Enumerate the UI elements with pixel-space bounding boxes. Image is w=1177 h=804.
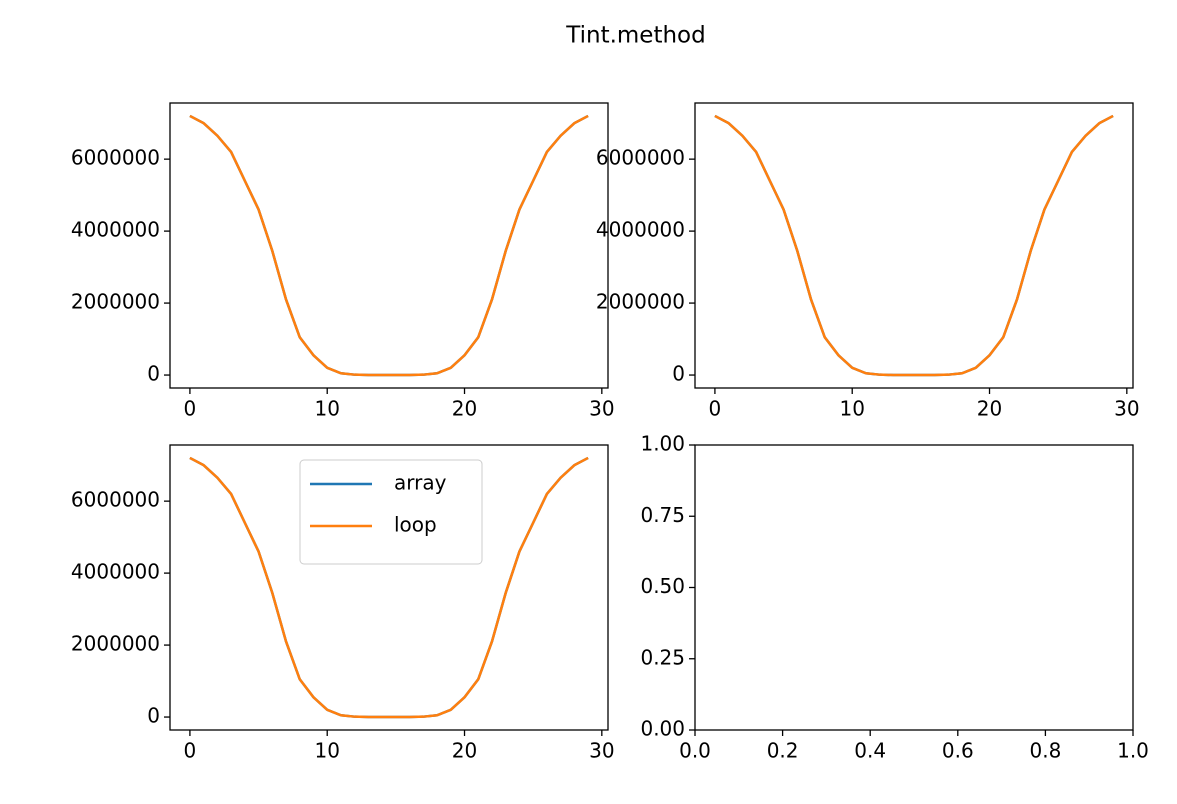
y-tick-label: 6000000	[71, 488, 160, 512]
legend-label: array	[394, 471, 447, 495]
x-tick-label: 20	[452, 397, 477, 421]
y-tick-label: 0.00	[640, 717, 685, 741]
x-tick-label: 0.0	[679, 739, 711, 763]
data-line	[189, 456, 589, 719]
x-tick-label: 0.8	[1029, 739, 1061, 763]
y-tick-label: 0	[147, 704, 160, 728]
y-tick-label: 0	[672, 362, 685, 386]
data-line	[714, 114, 1114, 377]
x-tick-label: 0.6	[942, 739, 974, 763]
x-tick-label: 10	[314, 739, 339, 763]
x-tick-label: 30	[589, 397, 614, 421]
x-tick-label: 1.0	[1117, 739, 1149, 763]
y-tick-label: 4000000	[71, 560, 160, 584]
x-tick-label: 0	[184, 397, 197, 421]
figure-title: Tint.method	[565, 23, 705, 49]
x-tick-label: 0	[184, 739, 197, 763]
x-tick-label: 30	[1114, 397, 1139, 421]
subplot: 0 10 20 30 0 2000000 4000000 6000000	[596, 102, 1140, 421]
y-tick-label: 2000000	[71, 290, 160, 314]
subplot: 0 10 20 30 0 2000000 4000000 6000000 array loop	[71, 444, 615, 763]
axes-frame	[169, 102, 609, 389]
x-tick-label: 10	[839, 397, 864, 421]
data-line	[714, 114, 1114, 377]
x-tick-label: 0.4	[854, 739, 886, 763]
y-tick-label: 2000000	[596, 290, 685, 314]
axes-frame	[169, 444, 609, 731]
data-line	[189, 114, 589, 377]
y-tick-label: 2000000	[71, 632, 160, 656]
legend-frame	[299, 459, 483, 565]
y-tick-label: 4000000	[71, 218, 160, 242]
y-tick-label: 1.00	[640, 432, 685, 456]
x-tick-label: 10	[314, 397, 339, 421]
x-tick-label: 20	[977, 397, 1002, 421]
data-line	[189, 114, 589, 377]
subplot: 0.0 0.2 0.4 0.6 0.8 1.0 0.00 0.25 0.50 0.75 1.00	[640, 432, 1148, 763]
x-tick-label: 0.2	[767, 739, 799, 763]
y-tick-label: 0.25	[640, 645, 685, 669]
x-tick-label: 30	[589, 739, 614, 763]
y-tick-label: 6000000	[596, 146, 685, 170]
x-tick-label: 20	[452, 739, 477, 763]
subplot: 0 10 20 30 0 2000000 4000000 6000000	[71, 102, 615, 421]
axes-frame	[694, 444, 1134, 731]
y-tick-label: 4000000	[596, 218, 685, 242]
legend-label: loop	[394, 513, 437, 537]
y-tick-label: 0.75	[640, 503, 685, 527]
y-tick-label: 0	[147, 362, 160, 386]
y-tick-label: 6000000	[71, 146, 160, 170]
y-tick-label: 0.50	[640, 574, 685, 598]
axes-frame	[694, 102, 1134, 389]
x-tick-label: 0	[709, 397, 722, 421]
